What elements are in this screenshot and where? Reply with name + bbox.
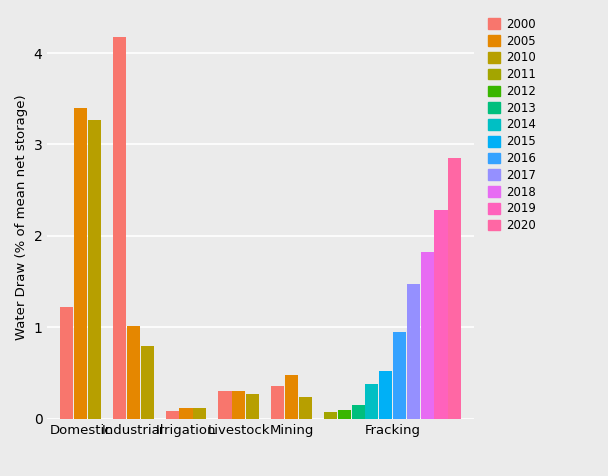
Bar bbox=[285, 375, 298, 419]
Bar bbox=[246, 394, 259, 419]
Bar bbox=[299, 397, 312, 419]
Bar bbox=[232, 391, 246, 419]
Bar bbox=[434, 210, 447, 419]
Bar bbox=[421, 252, 434, 419]
Y-axis label: Water Draw (% of mean net storage): Water Draw (% of mean net storage) bbox=[15, 95, 28, 340]
Bar bbox=[60, 307, 74, 419]
Bar bbox=[393, 332, 406, 419]
Bar bbox=[113, 37, 126, 419]
Bar bbox=[271, 386, 285, 419]
Bar bbox=[379, 371, 392, 419]
Bar bbox=[74, 108, 87, 419]
Legend: 2000, 2005, 2010, 2011, 2012, 2013, 2014, 2015, 2016, 2017, 2018, 2019, 2020: 2000, 2005, 2010, 2011, 2012, 2013, 2014… bbox=[485, 14, 539, 236]
Bar bbox=[88, 120, 101, 419]
Bar bbox=[179, 408, 193, 419]
Bar bbox=[351, 405, 365, 419]
Bar bbox=[165, 411, 179, 419]
Bar bbox=[126, 326, 140, 419]
Bar bbox=[337, 410, 351, 419]
Bar bbox=[324, 413, 337, 419]
Bar bbox=[193, 408, 207, 419]
Bar bbox=[407, 285, 420, 419]
Bar bbox=[218, 391, 232, 419]
Bar bbox=[140, 346, 154, 419]
Bar bbox=[365, 384, 378, 419]
Bar bbox=[448, 158, 461, 419]
